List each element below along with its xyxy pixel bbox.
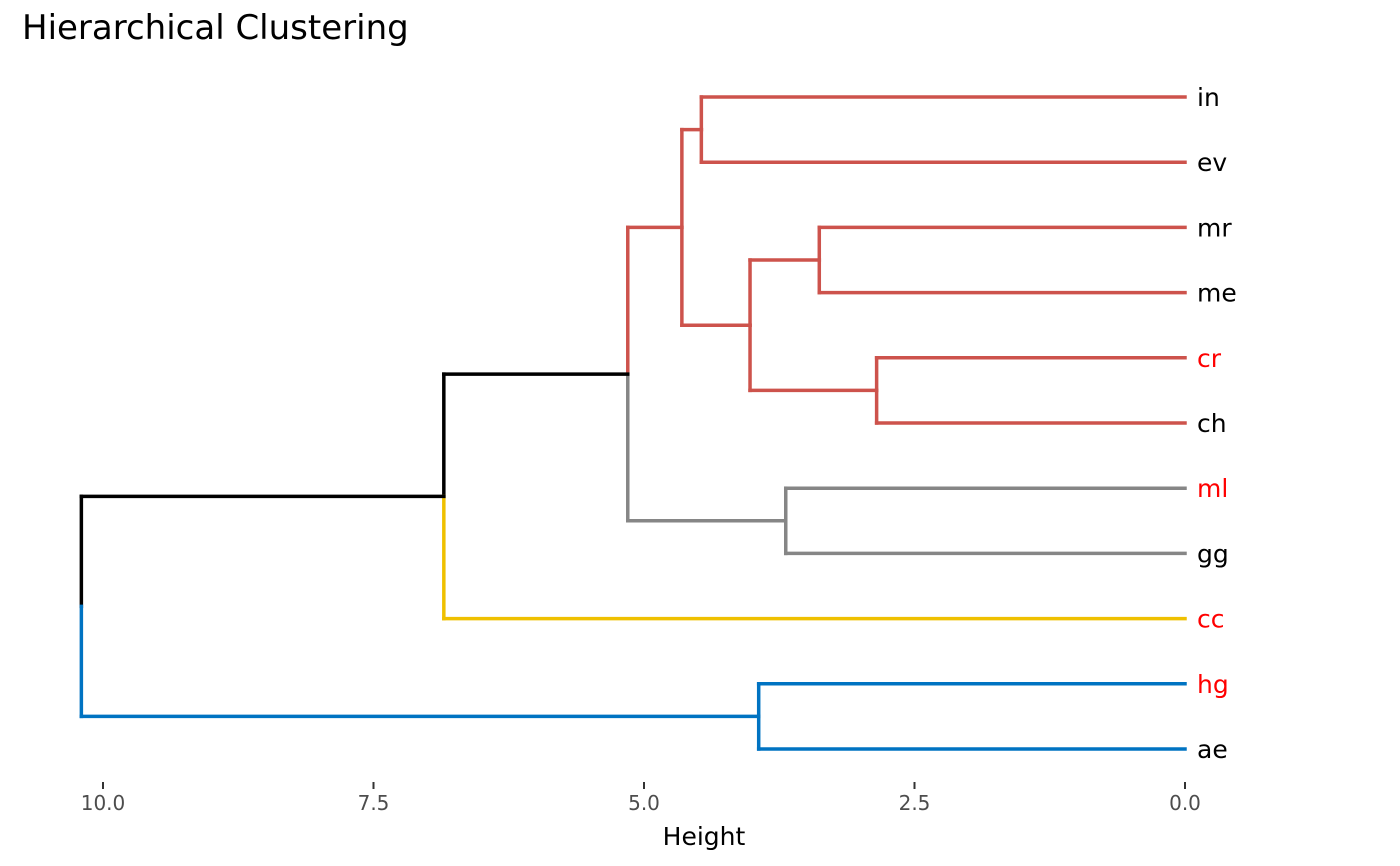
leaf-label-cr: cr bbox=[1197, 344, 1222, 373]
leaf-label-ae: ae bbox=[1197, 735, 1228, 764]
x-tick-label: 5.0 bbox=[628, 791, 660, 815]
leaf-label-hg: hg bbox=[1197, 670, 1229, 699]
x-axis: 10.0 7.5 5.0 2.5 0.0 bbox=[81, 782, 1201, 815]
leaf-label-gg: gg bbox=[1197, 539, 1229, 568]
leaf-label-mr: mr bbox=[1197, 213, 1232, 242]
leaf-labels-group: in ev mr me cr ch ml gg cc hg ae bbox=[1197, 83, 1237, 764]
x-axis-title: Height bbox=[663, 822, 746, 851]
leaf-label-cc: cc bbox=[1197, 605, 1225, 634]
x-tick-label: 7.5 bbox=[358, 791, 390, 815]
leaf-label-ev: ev bbox=[1197, 148, 1227, 177]
x-tick-label: 10.0 bbox=[81, 791, 126, 815]
chart-title: Hierarchical Clustering bbox=[22, 8, 409, 48]
leaf-label-ml: ml bbox=[1197, 474, 1228, 503]
leaf-label-me: me bbox=[1197, 279, 1237, 308]
branches-group bbox=[79, 95, 1187, 751]
leaf-label-ch: ch bbox=[1197, 409, 1227, 438]
x-tick-label: 0.0 bbox=[1169, 791, 1201, 815]
leaf-label-in: in bbox=[1197, 83, 1220, 112]
x-tick-label: 2.5 bbox=[899, 791, 931, 815]
